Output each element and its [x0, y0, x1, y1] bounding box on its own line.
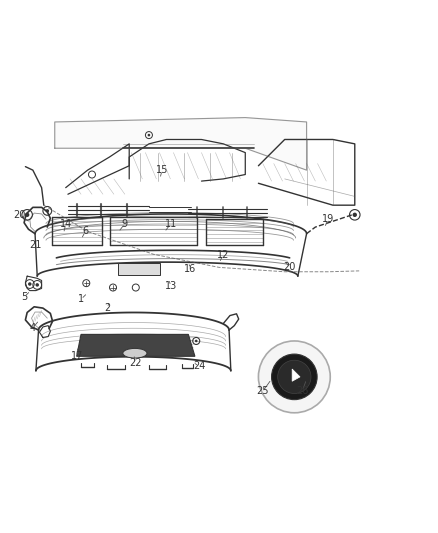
Polygon shape: [292, 369, 300, 381]
Text: 22: 22: [130, 358, 142, 368]
Ellipse shape: [123, 349, 147, 358]
Circle shape: [46, 209, 49, 213]
Polygon shape: [55, 118, 307, 170]
Circle shape: [148, 134, 150, 136]
Text: 25: 25: [257, 386, 269, 397]
Circle shape: [28, 282, 32, 286]
Polygon shape: [77, 334, 195, 356]
Text: 11: 11: [165, 219, 177, 229]
Circle shape: [25, 213, 29, 217]
Text: 20: 20: [14, 210, 26, 220]
Text: 15: 15: [156, 165, 168, 175]
Text: 6: 6: [82, 227, 88, 237]
Text: 24: 24: [193, 361, 205, 372]
Text: 20: 20: [283, 262, 295, 272]
Text: 1: 1: [78, 294, 84, 304]
Text: 4: 4: [30, 323, 36, 333]
Text: 21: 21: [30, 240, 42, 249]
Circle shape: [278, 360, 311, 393]
Text: 16: 16: [184, 264, 197, 273]
Text: 17: 17: [71, 351, 83, 361]
Bar: [118, 263, 160, 275]
Circle shape: [272, 354, 317, 400]
Circle shape: [258, 341, 330, 413]
Text: 2: 2: [104, 303, 110, 313]
Text: 19: 19: [322, 214, 335, 224]
Text: 5: 5: [21, 292, 27, 302]
Text: 14: 14: [60, 219, 72, 229]
Text: 12: 12: [217, 249, 230, 260]
Text: 26: 26: [296, 386, 308, 397]
Text: 13: 13: [165, 281, 177, 291]
Circle shape: [353, 213, 357, 217]
Circle shape: [35, 283, 39, 287]
Circle shape: [195, 340, 198, 342]
Text: 9: 9: [122, 219, 128, 229]
